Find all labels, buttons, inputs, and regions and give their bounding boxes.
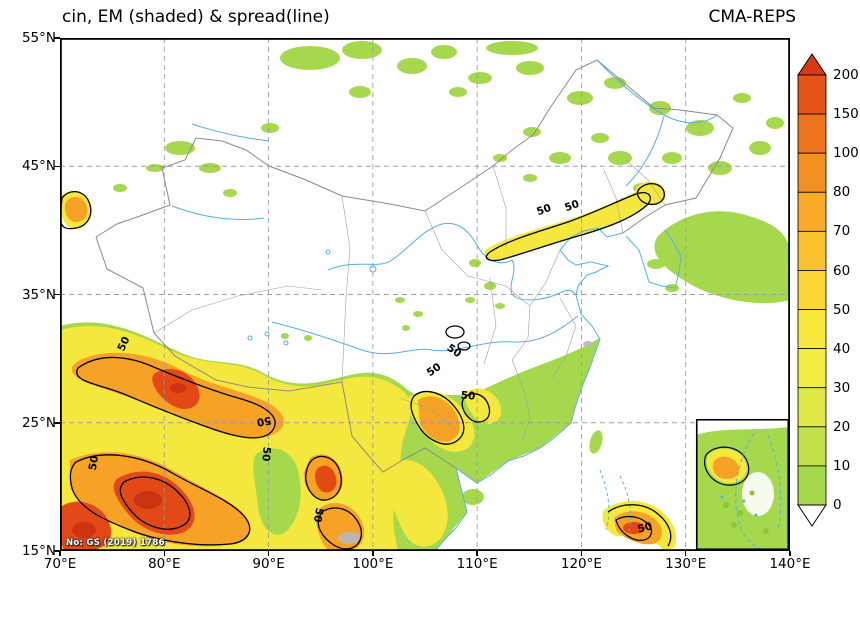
x-tick-label: 90°E (252, 556, 285, 572)
colorbar-segment (797, 348, 827, 389)
contour-label-50: 50 (255, 413, 273, 429)
y-tick-label: 45°N (21, 158, 56, 175)
contour-label-50: 50 (310, 506, 326, 524)
colorbar-segment (797, 465, 827, 506)
colorbar-canvas (797, 53, 827, 527)
colorbar-segment (797, 74, 827, 115)
province-borders (153, 159, 666, 441)
x-tick-mark (580, 551, 583, 556)
colorbar-tick-label: 50 (833, 301, 851, 318)
y-tick-label: 15°N (21, 543, 56, 559)
footer-left: 2026031806 + 071h 2026031814 + 071h (64, 583, 246, 639)
init-time-utc: 2026031806 + 071h (64, 635, 246, 639)
colorbar-segment (797, 113, 827, 154)
x-tick-label: 80°E (148, 556, 181, 572)
shading-green-delta (253, 448, 301, 535)
colorbar-tick-label: 60 (833, 262, 851, 279)
spread-contours (60, 182, 672, 550)
x-tick-label: 110°E (456, 556, 498, 572)
sea-boundary-dashes (599, 469, 632, 539)
gridlines (60, 38, 790, 551)
x-tick-mark (267, 551, 270, 556)
x-tick-label: 100°E (352, 556, 394, 572)
map-plot: 50 50 50 50 50 50 50 50 50 50 50 No: GS … (60, 38, 790, 551)
footer-right: 2026032105(UTC) 2026032113(CST) (644, 583, 795, 639)
colorbar-over-arrow (797, 53, 827, 76)
model-name: CMA-REPS (708, 7, 796, 27)
colorbar-segment (797, 426, 827, 467)
colorbar-segment (797, 230, 827, 271)
x-tick-mark (684, 551, 687, 556)
map-canvas (60, 38, 790, 551)
terrain-gray-patches (338, 341, 593, 544)
x-tick-label: 130°E (665, 556, 707, 572)
x-tick-mark (476, 551, 478, 556)
scs-inset (695, 418, 790, 551)
colorbar-segment (797, 270, 827, 310)
x-tick-label: 140°E (769, 556, 811, 572)
colorbar-tick-label: 70 (833, 223, 851, 240)
plot-frame (60, 38, 790, 551)
y-tick-mark (54, 550, 60, 552)
colorbar-segment (797, 387, 827, 428)
y-tick-label: 25°N (21, 414, 56, 431)
shading-layer-deep-red (72, 383, 186, 538)
colorbar-tick-label: 100 (833, 145, 859, 162)
y-tick-mark (54, 37, 60, 39)
colorbar-tick-label: 40 (833, 340, 851, 357)
y-tick-mark (54, 422, 60, 424)
colorbar-tick-label: 0 (833, 497, 842, 513)
y-tick-label: 35°N (21, 286, 56, 303)
y-tick-mark (54, 293, 60, 296)
colorbar: 200 150 100 80 70 60 50 40 30 20 10 0 (797, 53, 859, 531)
x-tick-mark (372, 551, 374, 556)
plot-title: cin, EM (shaded) & spread(line) (62, 7, 330, 27)
colorbar-tick-label: 200 (833, 67, 859, 83)
colorbar-under-arrow (797, 504, 827, 527)
x-tick-mark (59, 551, 61, 556)
y-tick-label: 55°N (21, 30, 56, 46)
x-tick-mark (163, 551, 165, 556)
colorbar-segment (797, 152, 827, 193)
colorbar-segment (797, 191, 827, 232)
contour-label-50: 50 (460, 389, 476, 403)
x-tick-mark (789, 551, 791, 556)
valid-time-utc: 2026032105(UTC) (644, 635, 795, 639)
colorbar-tick-label: 150 (833, 106, 859, 123)
contour-label-50: 50 (86, 454, 102, 472)
contour-label-50: 50 (259, 446, 273, 462)
colorbar-tick-label: 80 (833, 184, 851, 201)
y-tick-mark (54, 165, 60, 167)
map-watermark: No: GS (2019) 1786 (66, 538, 165, 548)
x-tick-label: 70°E (43, 556, 77, 572)
x-tick-label: 120°E (560, 556, 602, 572)
colorbar-tick-label: 10 (833, 457, 851, 474)
colorbar-tick-label: 30 (833, 379, 851, 396)
colorbar-tick-label: 20 (833, 418, 851, 435)
colorbar-segment (797, 309, 827, 350)
